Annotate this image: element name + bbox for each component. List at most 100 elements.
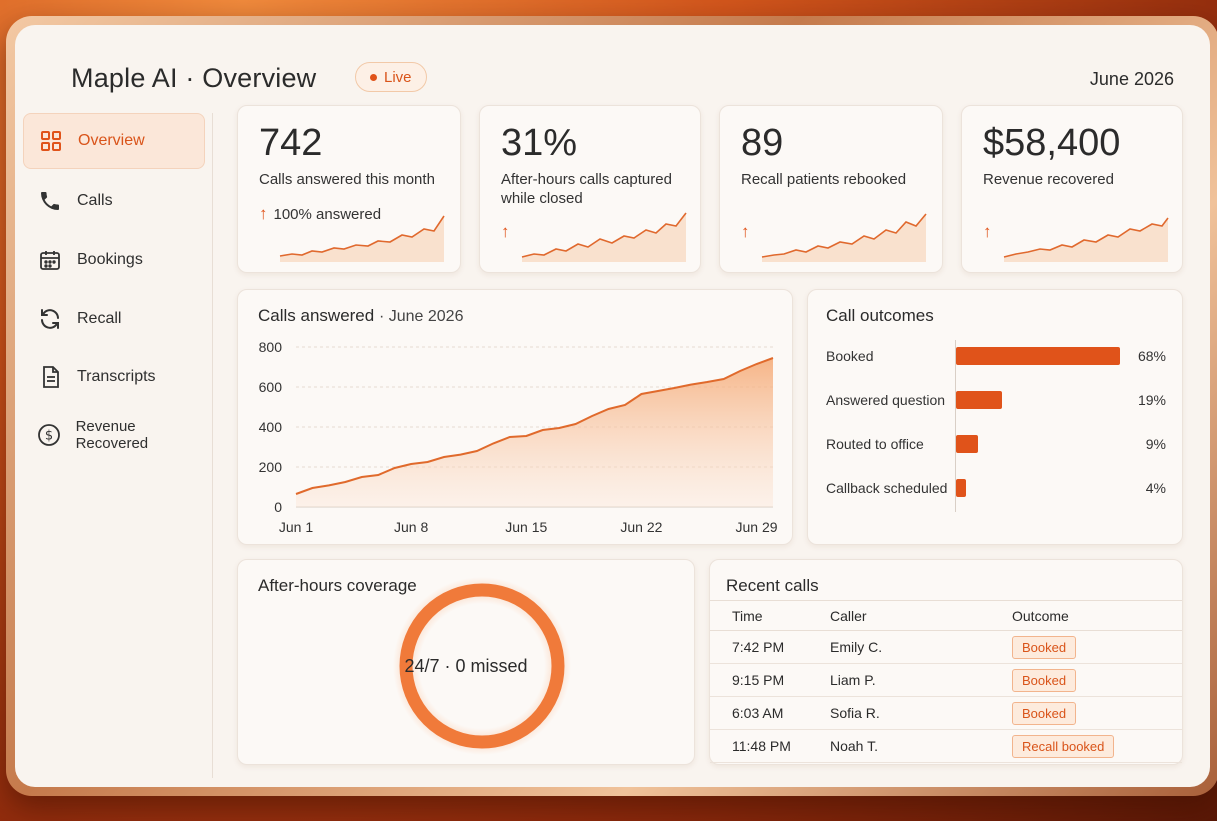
call-time: 11:48 PM <box>710 729 830 763</box>
calls-area-fill <box>296 358 773 507</box>
grid-icon <box>38 128 64 154</box>
kpi-label: After-hours calls captured while closed <box>501 171 672 207</box>
outcome-cell: Booked <box>1012 696 1182 730</box>
calendar-icon <box>37 247 63 273</box>
kpi-label: Calls answered this month <box>259 171 435 188</box>
sparkline-chart <box>761 213 927 262</box>
caller-name: Liam P. <box>830 663 1012 697</box>
y-tick-label: 800 <box>259 339 283 355</box>
page-title: Maple AI · Overview <box>71 63 317 93</box>
recent-calls-card: Recent calls Time Caller Outcome 7:42 PM… <box>709 559 1183 765</box>
arrow-up-icon: ↑ <box>983 222 992 241</box>
sidebar-item-calls[interactable]: Calls <box>23 173 205 229</box>
status-badge: Booked <box>1012 668 1077 692</box>
column-header-time: Time <box>710 600 830 631</box>
sparkline-chart <box>279 215 445 262</box>
device-frame: Maple AI · Overview Live June 2026 Overv… <box>6 16 1217 796</box>
svg-text:$: $ <box>45 429 53 444</box>
kpi-trend: ↑ <box>983 222 992 242</box>
calls-chart-card: Calls answered · June 2026 800 600 400 200 0… <box>237 289 793 545</box>
kpi-value: 31% <box>501 122 578 164</box>
y-tick-label: 200 <box>259 459 283 475</box>
caller-name: Sofia R. <box>830 696 1012 730</box>
kpi-value: 89 <box>741 122 784 164</box>
table-row[interactable]: 7:42 PM Emily C. Booked <box>710 630 1182 664</box>
arrow-up-icon: ↑ <box>501 222 510 241</box>
y-tick-label: 400 <box>259 419 283 435</box>
kpi-card-revenue: $58,400 Revenue recovered ↑ <box>961 105 1183 273</box>
outcome-bar <box>956 347 1120 365</box>
live-dot-icon <box>370 73 377 81</box>
table-row[interactable]: 9:15 PM Liam P. Booked <box>710 663 1182 697</box>
outcome-bar <box>956 435 978 453</box>
kpi-card-calls-answered: 742 Calls answered this month ↑ 100% ans… <box>237 105 461 273</box>
live-badge: Live <box>355 62 427 92</box>
sidebar-item-label: Transcripts <box>77 368 156 385</box>
coverage-ring-text: 24/7 · 0 missed <box>404 656 528 676</box>
chart-title-sub: · June 2026 <box>378 308 464 325</box>
x-tick-label: Jun 29 <box>736 519 778 535</box>
x-tick-label: Jun 1 <box>279 519 313 535</box>
chart-title-main: Calls answered <box>258 306 375 325</box>
column-header-caller: Caller <box>830 600 1012 631</box>
kpi-label: Recall patients rebooked <box>741 171 907 188</box>
live-label: Live <box>384 68 412 86</box>
month-label: June 2026 <box>1089 69 1174 89</box>
sidebar-item-label: Revenue Recovered <box>75 418 149 452</box>
arrow-up-icon: ↑ <box>741 222 750 241</box>
x-tick-label: Jun 22 <box>620 519 662 535</box>
chart-title: Calls answered · June 2026 <box>258 306 463 326</box>
call-outcomes-card: Call outcomes Booked 68% Answered question… <box>807 289 1183 545</box>
caller-name: Emily C. <box>830 630 1012 664</box>
sidebar-item-transcripts[interactable]: Transcripts <box>23 349 205 405</box>
sidebar-item-overview[interactable]: Overview <box>23 113 205 169</box>
outcomes-axis <box>955 340 956 512</box>
kpi-card-after-hours: 31% After-hours calls captured while clo… <box>479 105 701 273</box>
sidebar-item-recall[interactable]: Recall <box>23 291 205 347</box>
y-tick-label: 600 <box>259 379 283 395</box>
outcome-cell: Booked <box>1012 663 1182 697</box>
coverage-card: After-hours coverage 24/7 · 0 missed <box>237 559 695 765</box>
outcome-cell: Recall booked <box>1012 729 1182 763</box>
outcome-percent: 68% <box>1137 348 1166 364</box>
sidebar-item-label: Calls <box>77 192 113 209</box>
coverage-ring <box>393 577 571 755</box>
kpi-trend: ↑ <box>741 222 750 242</box>
sidebar: Overview Calls Bookings Recall Transcrip… <box>23 113 213 778</box>
kpi-trend: ↑ 100% answered <box>259 204 381 224</box>
status-badge: Booked <box>1012 635 1077 659</box>
sidebar-item-bookings[interactable]: Bookings <box>23 232 205 288</box>
kpi-value: $58,400 <box>983 122 1121 164</box>
status-badge: Booked <box>1012 701 1077 725</box>
arrow-up-icon: ↑ <box>259 204 268 223</box>
recent-calls-table: Time Caller Outcome 7:42 PM Emily C. Booke… <box>710 600 1182 763</box>
y-tick-label: 0 <box>274 499 282 515</box>
sidebar-item-label: Overview <box>78 132 145 149</box>
sidebar-item-label: Recall <box>77 310 122 327</box>
calls-series-line <box>295 357 774 495</box>
table-header-row: Time Caller Outcome <box>710 600 1182 631</box>
dashboard-screen: Maple AI · Overview Live June 2026 Overv… <box>15 25 1210 787</box>
sidebar-item-revenue-recovered[interactable]: $ Revenue Recovered <box>23 407 205 463</box>
table-row[interactable]: 11:48 PM Noah T. Recall booked <box>710 729 1182 763</box>
recent-calls-title: Recent calls <box>726 576 819 595</box>
outcome-bar <box>956 391 1002 409</box>
kpi-trend-label: 100% answered <box>273 205 382 223</box>
outcome-percent: 19% <box>1137 392 1166 408</box>
outcome-percent: 4% <box>1145 480 1166 496</box>
sparkline-chart <box>1003 217 1169 262</box>
x-tick-label: Jun 15 <box>505 519 547 535</box>
kpi-card-recall: 89 Recall patients rebooked ↑ <box>719 105 943 273</box>
dollar-icon: $ <box>37 422 62 448</box>
x-tick-label: Jun 8 <box>394 519 428 535</box>
kpi-value: 742 <box>259 122 323 164</box>
call-time: 9:15 PM <box>710 663 830 697</box>
document-icon <box>37 364 63 390</box>
calls-area-chart: 800 600 400 200 0 Jun 1 Jun 8 Jun 15 Jun 22 Jun 2… <box>259 339 778 535</box>
outcome-percent: 9% <box>1145 436 1166 452</box>
call-time: 6:03 AM <box>710 696 830 730</box>
caller-name: Noah T. <box>830 729 1012 763</box>
call-time: 7:42 PM <box>710 630 830 664</box>
column-header-outcome: Outcome <box>1012 600 1182 631</box>
table-row[interactable]: 6:03 AM Sofia R. Booked <box>710 696 1182 730</box>
